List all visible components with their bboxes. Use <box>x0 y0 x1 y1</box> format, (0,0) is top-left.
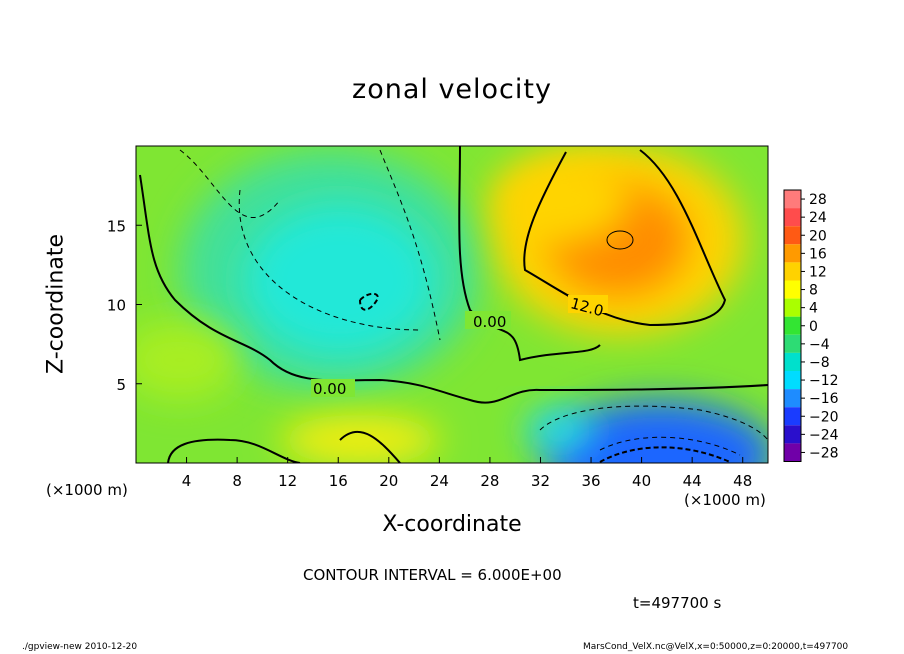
colorbar-cell <box>784 226 801 245</box>
contour-12 <box>523 149 727 327</box>
colorbar-cell <box>784 334 801 353</box>
x-tick-label: 24 <box>430 472 449 490</box>
x-tick-label: 32 <box>531 472 550 490</box>
colorbar-cell <box>784 280 801 299</box>
y-tick-label: 5 <box>116 376 126 394</box>
x-tick-label: 48 <box>733 472 752 490</box>
surface-bump <box>280 415 440 463</box>
x-tick-label: 28 <box>480 472 499 490</box>
colorbar-label: −12 <box>809 373 839 389</box>
contour-neg6 <box>179 149 441 341</box>
x-tick-label: 16 <box>329 472 348 490</box>
contour-neg6-lower <box>539 405 768 456</box>
colorbar-label: −16 <box>809 391 839 407</box>
x-tick-label: 36 <box>581 472 600 490</box>
surface-trough-edge <box>525 408 595 452</box>
x-tick-label: 40 <box>632 472 651 490</box>
contour-neg18 <box>599 446 731 463</box>
contour-label-bg-2 <box>311 379 355 397</box>
x-axis: 4 8 12 16 20 24 28 32 36 40 44 48 <box>182 457 752 490</box>
contour-label-bg-1 <box>465 311 511 329</box>
contour-6-surface <box>167 430 401 463</box>
colorbar-cell <box>784 352 801 371</box>
footer-right: MarsCond_VelX.nc@VelX,x=0:50000,z=0:2000… <box>583 642 849 652</box>
x-tick-label: 4 <box>182 472 192 490</box>
colorbar-label: −28 <box>809 445 839 461</box>
x-unit-label-left: (×1000 m) <box>46 481 128 499</box>
colorbar-label: −20 <box>809 409 839 425</box>
chart-title: zonal velocity <box>352 74 552 105</box>
colorbar-cell <box>784 389 801 408</box>
colorbar-cell <box>784 244 801 263</box>
x-tick-label: 12 <box>278 472 297 490</box>
contour-neg12-upper <box>359 292 380 311</box>
footer-left: ./gpview-new 2010-12-20 <box>22 642 138 652</box>
contour-label: 0.00 <box>473 313 506 331</box>
colorbar-label: 28 <box>809 192 827 208</box>
contour-zero-lower <box>139 174 768 404</box>
x-unit-label-right: (×1000 m) <box>684 491 766 509</box>
colorbar-cell <box>784 190 801 209</box>
contour-18 <box>606 230 634 250</box>
y-axis-label: Z-coordinate <box>43 234 69 374</box>
x-axis-label: X-coordinate <box>382 512 522 537</box>
colorbar-label: 8 <box>809 283 818 299</box>
colorbar-label: −8 <box>809 355 830 371</box>
colorbar-label: 0 <box>809 319 818 335</box>
x-tick-label: 20 <box>379 472 398 490</box>
y-axis: 5 10 15 <box>107 217 142 394</box>
velocity-field <box>136 146 768 463</box>
colorbar-label: −24 <box>809 427 839 443</box>
x-tick-label: 44 <box>683 472 702 490</box>
colorbar-cell <box>784 443 801 462</box>
left-bump <box>136 320 240 400</box>
colorbar-label: 16 <box>809 246 827 262</box>
contour-label-bg-3 <box>568 295 608 313</box>
x-tick-label: 8 <box>232 472 242 490</box>
colorbar-cell <box>784 316 801 335</box>
y-tick-label: 10 <box>107 297 126 315</box>
contour-interval-text: CONTOUR INTERVAL = 6.000E+00 <box>303 566 562 584</box>
colorbar-label: 4 <box>809 301 818 317</box>
colorbar-cell <box>784 371 801 390</box>
colorbar-label: 24 <box>809 210 827 226</box>
time-stamp: t=497700 s <box>633 594 722 612</box>
colorbar-cell <box>784 298 801 317</box>
colorbar-cell <box>784 407 801 426</box>
colorbar-cell <box>784 262 801 281</box>
colorbar-cell <box>784 425 801 444</box>
surface-trough <box>545 400 768 463</box>
colorbar-label: 12 <box>809 264 827 280</box>
colorbar-label: 20 <box>809 228 827 244</box>
colorbar-label: −4 <box>809 337 830 353</box>
y-tick-label: 15 <box>107 217 126 235</box>
trough-inner <box>245 205 435 355</box>
colorbar-cell <box>784 208 801 227</box>
contour-label: 0.00 <box>313 380 346 398</box>
colorbar: 28 24 20 16 12 8 4 0 −4 −8 −12 −16 −20 −24 −28 <box>783 189 839 462</box>
jet-ext <box>490 155 630 245</box>
